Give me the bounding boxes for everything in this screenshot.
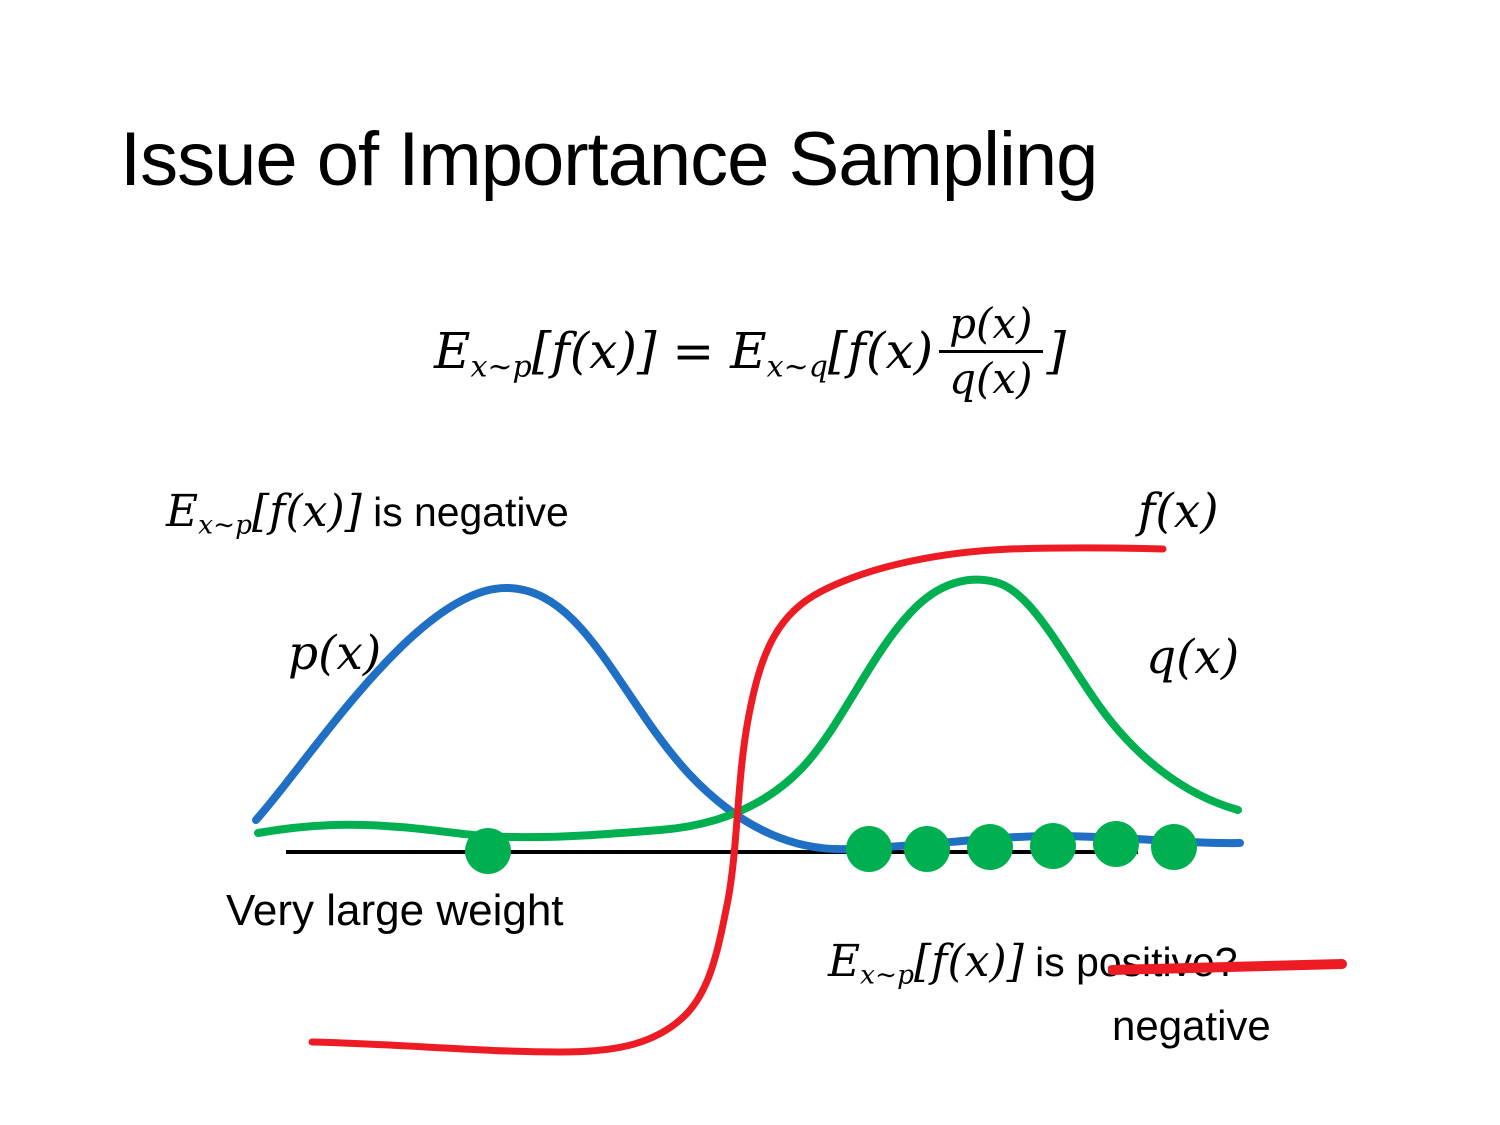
expectation-positive-label: Ex∼p[f(x)] is positive? [828,936,1238,990]
qx-label: q(x) [1146,630,1240,685]
neg-label-rest: [f(x)] [252,486,362,537]
slide-title: Issue of Importance Sampling [120,117,1098,202]
sample-dot-left [465,828,511,874]
formula-rhs-E: E [730,322,767,380]
formula-lhs-E: E [433,322,471,380]
sample-dot [1030,823,1076,869]
sample-dot [1151,824,1197,870]
formula-fraction: p(x) q(x) [939,299,1043,404]
q-curve [254,575,1242,842]
fraction-denominator: q(x) [949,354,1033,404]
sample-dot [1093,821,1139,867]
pos-label-subscript: x∼p [860,959,915,991]
pos-label-is: is [1023,939,1077,985]
very-large-weight-label: Very large weight [226,886,564,935]
f-curve [308,544,1167,1056]
formula-rhs-open: [f(x) [827,322,934,380]
sample-dot [967,824,1013,870]
fx-label: f(x) [1138,484,1219,539]
negative-correction-label: negative [1112,1002,1271,1049]
sample-dot [846,826,892,872]
neg-label-subscript: x∼p [198,509,253,541]
pos-label-word: positive? [1076,939,1238,985]
neg-label-text: is negative [361,489,569,535]
formula-lhs-rest: [f(x)] = [531,322,731,380]
fraction-numerator: p(x) [939,299,1043,354]
expectation-negative-label: Ex∼p[f(x)] is negative [166,486,569,540]
importance-sampling-formula: Ex∼p[f(x)] = Ex∼q[f(x) p(x) q(x)] [0,299,1500,410]
neg-label-E: E [166,486,199,537]
px-label: p(x) [288,626,382,681]
formula-close-bracket: ] [1046,322,1067,380]
formula-lhs-subscript: x∼p [470,349,532,385]
sample-dot [904,826,950,872]
pos-label-E: E [828,936,861,987]
pos-label-rest: [f(x)] [914,936,1024,987]
formula-rhs-subscript: x∼q [766,349,828,385]
